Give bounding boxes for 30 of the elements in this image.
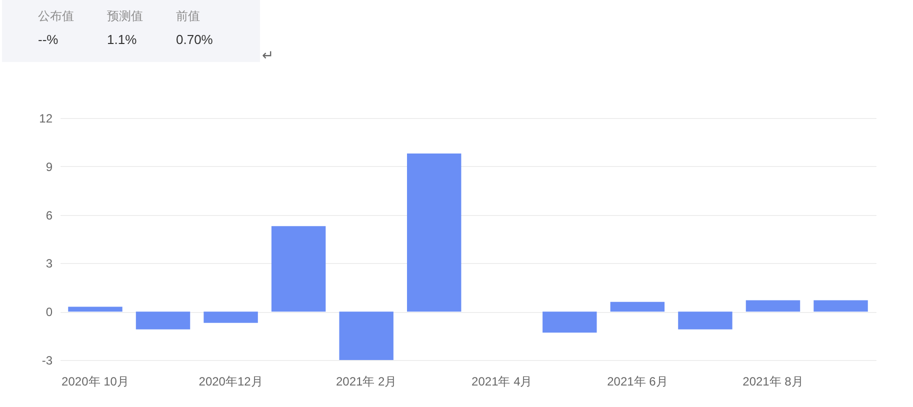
bar: [407, 153, 462, 312]
x-tick-label: 2021年 2月: [336, 374, 397, 388]
text: 前值: [176, 9, 200, 23]
y-tick-label: -3: [42, 354, 53, 368]
bar: [68, 306, 122, 312]
x-tick-label: 2021年 8月: [742, 374, 804, 388]
text: 预测值: [107, 9, 143, 23]
bar: [339, 312, 394, 360]
y-tick-label: 0: [46, 305, 53, 320]
text: 0.70%: [176, 32, 214, 47]
y-tick-label: 12: [39, 112, 53, 126]
text: ↵: [262, 47, 274, 63]
x-tick-label: 2020年 10月: [62, 374, 129, 388]
bar: [204, 312, 258, 323]
y-tick-label: 3: [46, 256, 53, 271]
bar: [610, 302, 665, 312]
bar: [136, 312, 190, 330]
text: 公布值: [38, 9, 74, 23]
y-tick-label: 9: [46, 160, 53, 174]
text: --%: [38, 32, 59, 47]
x-tick-label: 2021年 4月: [472, 374, 532, 388]
y-tick-label: 6: [46, 208, 53, 222]
bar: [678, 312, 732, 330]
x-tick-label: 2020年12月: [198, 374, 263, 388]
text: 1.1%: [107, 32, 138, 47]
bar: [271, 226, 326, 312]
bar: [746, 300, 800, 312]
x-tick-label: 2021年 6月: [607, 374, 668, 388]
bar: [542, 312, 597, 333]
bar: [814, 300, 868, 312]
